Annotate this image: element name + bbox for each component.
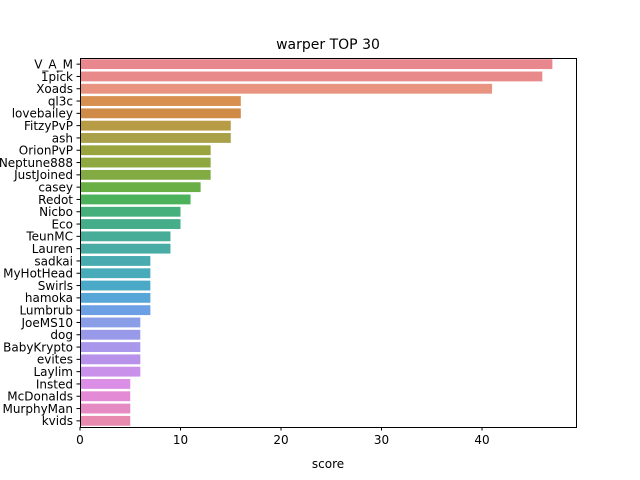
y-tick-label-27: McDonalds: [7, 390, 73, 404]
y-tick-label-9: JustJoined: [13, 168, 73, 182]
y-tick-label-6: ash: [52, 131, 73, 145]
y-tick-label-18: Swirls: [38, 279, 73, 293]
x-tick-label-3: 30: [374, 433, 389, 447]
bar-22: [80, 329, 141, 340]
x-tick-label-2: 20: [273, 433, 288, 447]
plot-frame: [80, 58, 577, 428]
y-tick-label-17: MyHotHead: [3, 267, 73, 281]
bar-24: [80, 354, 141, 365]
y-tick-label-7: OrionPvP: [19, 144, 73, 158]
y-tick-label-25: Laylim: [34, 365, 74, 379]
bar-17: [80, 268, 151, 279]
y-tick-label-2: Xoads: [36, 82, 73, 96]
bar-25: [80, 366, 141, 377]
bar-0: [80, 59, 553, 70]
y-tick-label-8: Neptune888: [0, 156, 73, 170]
y-tick-label-24: evites: [37, 353, 73, 367]
bar-28: [80, 403, 131, 414]
y-tick-label-12: Nicbo: [39, 205, 73, 219]
bar-11: [80, 194, 191, 205]
bar-26: [80, 379, 131, 389]
bar-4: [80, 108, 241, 119]
bars-group: [80, 59, 553, 426]
bar-5: [80, 120, 231, 131]
y-tick-label-22: dog: [50, 328, 73, 342]
x-tick-label-1: 10: [173, 433, 188, 447]
bar-6: [80, 133, 231, 143]
y-tick-labels: V_A_M1pickXoadsql3clovebaileyFitzyPvPash…: [0, 57, 80, 428]
bar-18: [80, 280, 151, 291]
y-tick-label-19: hamoka: [25, 291, 73, 305]
bar-7: [80, 145, 211, 156]
bar-29: [80, 415, 131, 426]
x-axis-label: score: [312, 457, 344, 471]
y-tick-label-5: FitzyPvP: [24, 119, 73, 133]
y-tick-label-1: 1pick: [41, 70, 73, 84]
x-ticks: 0 10 20 30 40: [76, 427, 490, 447]
y-tick-label-10: casey: [38, 180, 73, 194]
y-tick-label-13: Eco: [51, 217, 73, 231]
bar-8: [80, 157, 211, 168]
bar-3: [80, 96, 241, 106]
bar-13: [80, 219, 181, 229]
y-tick-label-14: TeunMC: [25, 230, 73, 244]
bar-9: [80, 169, 211, 180]
bar-2: [80, 83, 493, 94]
bar-27: [80, 391, 131, 402]
x-tick-label-4: 40: [474, 433, 489, 447]
bar-12: [80, 206, 181, 217]
y-tick-label-11: Redot: [38, 193, 73, 207]
bar-1: [80, 71, 543, 82]
y-tick-label-15: Lauren: [32, 242, 73, 256]
y-tick-label-28: MurphyMan: [2, 402, 73, 416]
bar-23: [80, 342, 141, 352]
y-tick-label-21: JoeMS10: [20, 316, 73, 330]
bar-20: [80, 305, 151, 316]
y-tick-label-26: Insted: [36, 377, 73, 391]
bar-16: [80, 256, 151, 266]
y-tick-label-3: ql3c: [48, 94, 73, 108]
bar-10: [80, 182, 201, 193]
x-tick-label-0: 0: [76, 433, 84, 447]
y-tick-label-0: V_A_M: [34, 57, 73, 71]
y-tick-label-23: BabyKrypto: [3, 340, 73, 354]
chart-title: warper TOP 30: [276, 37, 380, 53]
bar-19: [80, 292, 151, 303]
y-tick-label-20: Lumbrub: [19, 303, 73, 317]
bar-21: [80, 317, 141, 328]
y-tick-label-16: sadkai: [34, 254, 73, 268]
bar-14: [80, 231, 171, 242]
y-tick-label-4: lovebailey: [12, 107, 73, 121]
bar-15: [80, 243, 171, 254]
y-tick-label-29: kvids: [42, 414, 73, 428]
